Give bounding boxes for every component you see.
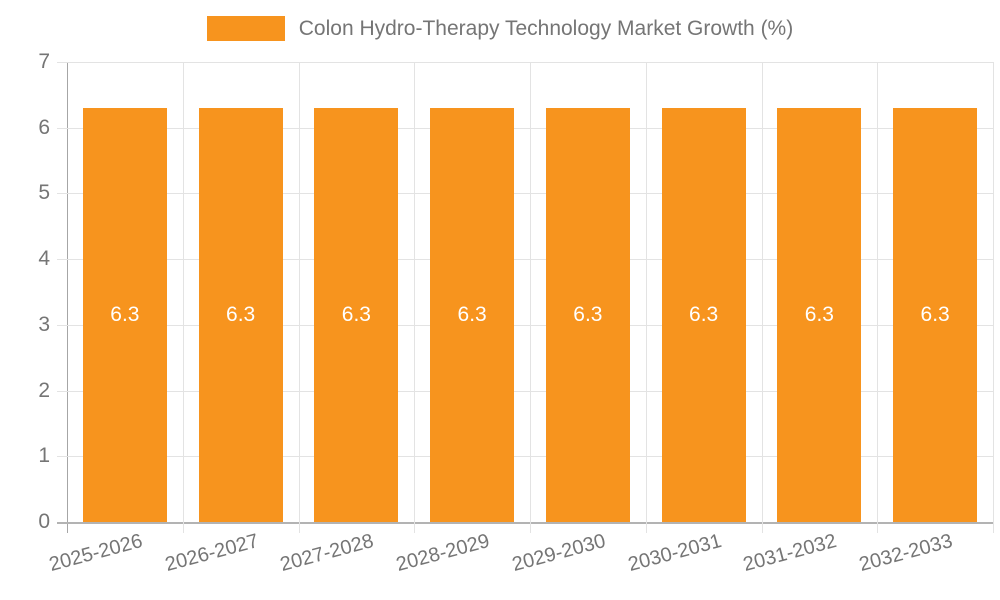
v-gridline: [993, 62, 994, 533]
y-tick-label: 4: [38, 247, 50, 271]
bar[interactable]: [430, 108, 515, 522]
h-gridline: [57, 193, 993, 195]
x-axis-line: [57, 522, 993, 524]
bar-value-label: 6.3: [920, 303, 950, 326]
legend: Colon Hydro-Therapy Technology Market Gr…: [0, 16, 1000, 41]
bar[interactable]: [893, 108, 978, 522]
x-tick-label: 2026-2027: [162, 529, 261, 576]
legend-label: Colon Hydro-Therapy Technology Market Gr…: [298, 17, 794, 40]
bar[interactable]: [314, 108, 399, 522]
x-tick-label: 2025-2026: [46, 529, 145, 576]
y-tick-label: 2: [38, 378, 50, 402]
y-tick-label: 0: [38, 510, 50, 533]
bar-value-label: 6.3: [226, 303, 256, 326]
x-tick-label: 2032-2033: [856, 529, 956, 576]
bar-value-label: 6.3: [573, 303, 603, 326]
y-tick-label: 3: [38, 312, 50, 336]
bar[interactable]: [545, 108, 630, 522]
bar[interactable]: [198, 108, 283, 522]
v-gridline: [299, 62, 300, 533]
bar[interactable]: [661, 108, 746, 522]
v-gridline: [762, 62, 763, 533]
h-gridline: [57, 62, 993, 63]
bar[interactable]: [777, 108, 862, 522]
bar[interactable]: [82, 108, 167, 522]
v-gridline: [530, 62, 531, 533]
x-tick-label: 2027-2028: [278, 529, 377, 576]
bar-value-label: 6.3: [804, 303, 834, 326]
legend-item[interactable]: Colon Hydro-Therapy Technology Market Gr…: [206, 16, 794, 41]
plot-area: 6.3 6.3 6.3 6.3 6.3 6.3 6.3 6.3: [57, 62, 994, 533]
h-gridline: [57, 324, 993, 326]
y-axis-line: [67, 62, 68, 533]
y-tick-label: 5: [38, 181, 50, 205]
v-gridline: [877, 62, 878, 533]
v-gridline: [183, 62, 184, 533]
h-gridline: [57, 390, 993, 392]
x-tick-label: 2030-2031: [625, 529, 724, 576]
x-tick-label: 2031-2032: [741, 529, 840, 576]
h-gridline: [57, 456, 993, 458]
h-gridline: [57, 259, 993, 261]
v-gridline: [414, 62, 415, 533]
bar-value-label: 6.3: [457, 303, 487, 326]
bar-value-label: 6.3: [341, 303, 371, 326]
y-tick-label: 6: [38, 115, 50, 139]
v-gridline: [646, 62, 647, 533]
y-tick-label: 7: [38, 50, 50, 73]
x-tick-label: 2028-2029: [393, 529, 493, 576]
y-tick-label: 1: [38, 444, 50, 468]
bar-value-label: 6.3: [689, 303, 719, 326]
bar-value-label: 6.3: [110, 303, 140, 326]
h-gridline: [57, 127, 993, 129]
legend-swatch-icon: [206, 16, 285, 41]
x-tick-label: 2029-2030: [509, 529, 608, 576]
